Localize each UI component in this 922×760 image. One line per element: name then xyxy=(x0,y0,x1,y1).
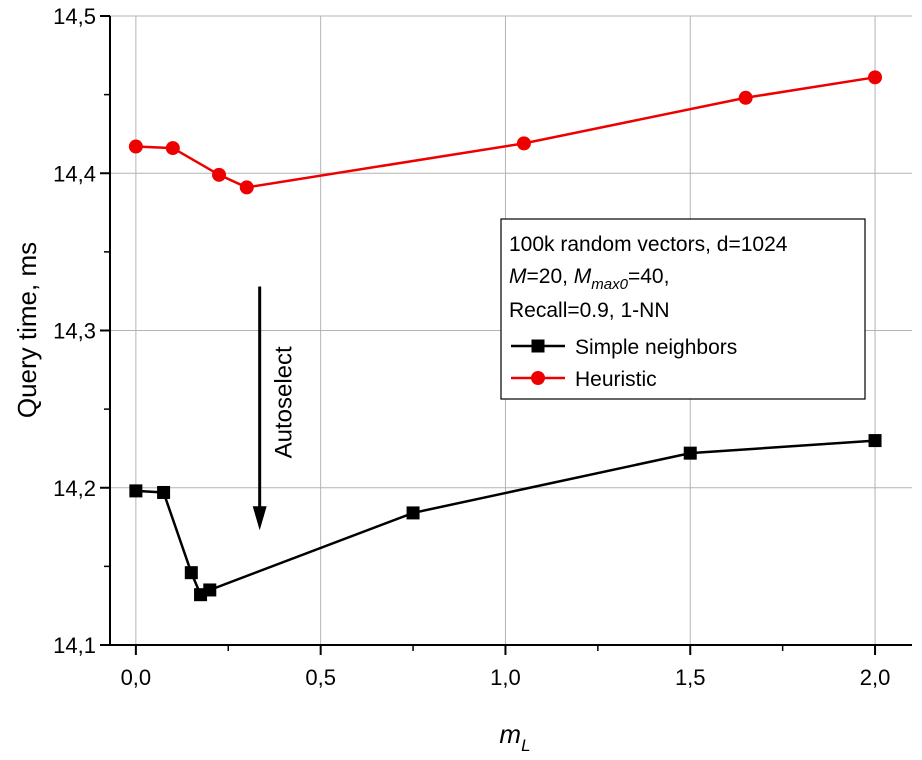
y-tick-label: 14,2 xyxy=(53,476,96,501)
x-axis-title-main: m xyxy=(499,719,521,749)
data-point xyxy=(516,136,531,151)
y-tick-label: 14,1 xyxy=(53,633,96,658)
legend-param-mmax-subscript: max0 xyxy=(591,276,628,293)
autoselect-label: Autoselect xyxy=(271,346,298,458)
data-point xyxy=(165,141,180,156)
legend-entry-label: Simple neighbors xyxy=(575,336,737,359)
data-point xyxy=(683,446,697,460)
data-point xyxy=(239,180,254,195)
series-simple-neighbors xyxy=(129,434,882,602)
x-tick-label: 2,0 xyxy=(860,665,891,690)
series-heuristic xyxy=(128,70,883,195)
data-point xyxy=(128,139,143,154)
x-axis-title-subscript: L xyxy=(521,736,530,755)
x-tick-label: 0,5 xyxy=(305,665,336,690)
legend-entry-label: Heuristic xyxy=(575,368,657,391)
data-point xyxy=(738,90,753,105)
data-point xyxy=(868,434,882,448)
y-tick-label: 14,5 xyxy=(53,4,96,29)
y-axis-title: Query time, ms xyxy=(12,242,42,418)
axes xyxy=(100,15,912,655)
annotation-layer: Autoselect xyxy=(252,286,298,531)
x-tick-label: 1,0 xyxy=(490,665,521,690)
data-point xyxy=(868,70,883,85)
data-point xyxy=(129,484,143,498)
legend-box xyxy=(500,218,866,400)
legend-header-line2: M=20, Mmax0=40, xyxy=(509,265,669,293)
data-point xyxy=(212,167,227,182)
legend-swatch-marker xyxy=(531,371,545,385)
data-point xyxy=(406,506,420,520)
data-point xyxy=(157,485,171,499)
autoselect-arrow-head xyxy=(252,506,267,531)
legend-param-mmax: M xyxy=(574,265,592,288)
y-tick-label: 14,4 xyxy=(53,161,96,186)
y-tick-label: 14,3 xyxy=(53,319,96,344)
series-layer xyxy=(128,70,883,602)
legend-param-m: M xyxy=(509,265,527,288)
legend-header-line1: 100k random vectors, d=1024 xyxy=(509,233,788,256)
legend: 100k random vectors, d=1024 M=20, Mmax0=4… xyxy=(500,218,866,400)
tick-labels: 0,0 0,5 1,0 1,5 2,0 14,1 14,2 14,3 14,4 14,5 xyxy=(53,4,890,690)
x-tick-label: 0,0 xyxy=(121,665,152,690)
x-tick-label: 1,5 xyxy=(675,665,706,690)
legend-swatch-marker xyxy=(531,339,545,353)
legend-param-mmax-value: =40, xyxy=(628,265,669,288)
data-point xyxy=(184,566,198,580)
legend-header-line3: Recall=0.9, 1-NN xyxy=(509,299,669,322)
x-axis-title: mL xyxy=(499,719,530,755)
legend-param-m-value: =20, xyxy=(527,265,574,288)
data-point xyxy=(203,583,217,597)
